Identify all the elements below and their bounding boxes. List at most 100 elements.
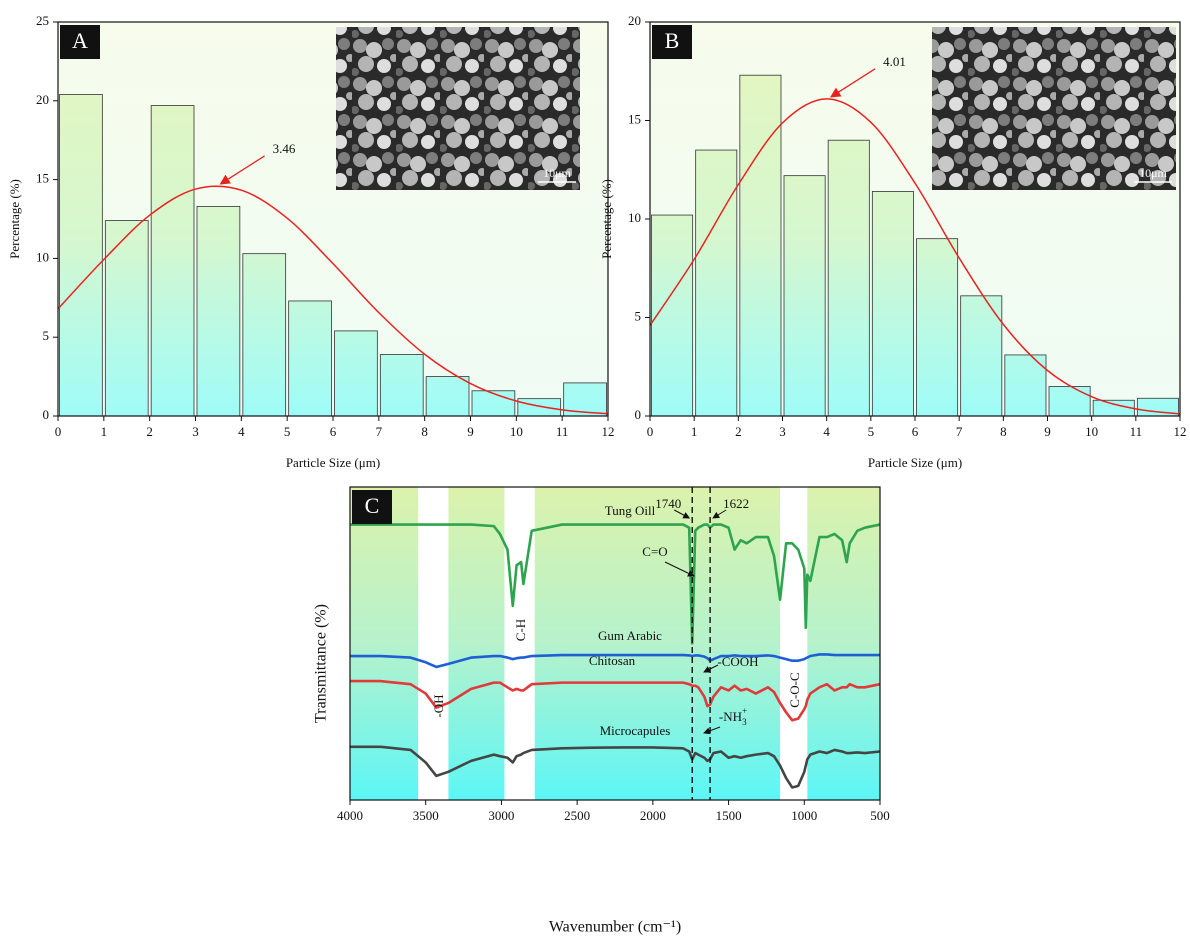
- x-tick-label: 0: [55, 424, 62, 439]
- panel-label: C: [365, 493, 380, 518]
- annotation: 3.46: [273, 141, 296, 156]
- scale-label: 10μm: [543, 166, 571, 180]
- y-axis-title: Percentage (%): [7, 179, 22, 259]
- panel-label-box: [652, 25, 692, 59]
- annotation-main: -NH: [719, 709, 742, 724]
- y-tick-label: 15: [36, 171, 49, 186]
- bar: [425, 376, 470, 417]
- x-tick-label: 4: [823, 424, 830, 439]
- x-tick-label: 2500: [564, 808, 590, 823]
- annotation-arrow: [664, 561, 695, 577]
- x-tick-label: 11: [1130, 424, 1143, 439]
- annotation: -NH+ 3: [719, 706, 747, 727]
- y-tick-label: 5: [43, 328, 50, 343]
- bar: [334, 330, 378, 417]
- x-tick-label: 2000: [640, 808, 666, 823]
- x-tick-label: 6: [912, 424, 919, 439]
- x-tick-label: 4: [238, 424, 245, 439]
- x-tick-label: 4000: [337, 808, 363, 823]
- plot-frame: [349, 486, 881, 801]
- bar: [651, 214, 694, 417]
- annotation: 4.01: [883, 54, 906, 69]
- sem-inset: [336, 27, 580, 190]
- annotation-arrow: [703, 664, 719, 673]
- series-label: Chitosan: [589, 653, 636, 668]
- bar: [695, 149, 738, 417]
- x-tick-label: 11: [556, 424, 569, 439]
- x-tick-label: 2: [735, 424, 742, 439]
- x-tick-label: 3: [192, 424, 199, 439]
- x-tick-label: 1: [691, 424, 698, 439]
- x-tick-label: 3500: [413, 808, 439, 823]
- bar: [1092, 399, 1135, 417]
- fit-curve: [57, 185, 609, 415]
- bar: [471, 390, 516, 417]
- bar: [288, 300, 332, 417]
- bar: [1004, 354, 1047, 417]
- bar: [379, 354, 424, 417]
- annotation: C-O-C: [787, 672, 802, 707]
- bar: [1048, 386, 1091, 417]
- sem-inset: [932, 27, 1176, 190]
- bar: [59, 94, 103, 417]
- bar: [916, 238, 959, 417]
- annotation: C-H: [513, 619, 528, 641]
- bar: [783, 175, 826, 417]
- bar: [871, 191, 914, 417]
- x-tick-label: 10: [510, 424, 523, 439]
- reference-arrow: [673, 509, 691, 519]
- x-axis-title: Wavenumber (cm⁻¹): [549, 919, 681, 936]
- x-axis-title: Particle Size (μm): [868, 455, 962, 470]
- x-tick-label: 6: [330, 424, 337, 439]
- y-tick-label: 0: [43, 407, 50, 422]
- y-tick-label: 20: [628, 13, 641, 28]
- x-axis-title: Particle Size (μm): [286, 455, 380, 470]
- y-tick-label: 0: [635, 407, 642, 422]
- x-tick-label: 7: [956, 424, 963, 439]
- x-tick-label: 12: [1174, 424, 1187, 439]
- annotation-arrow: [830, 68, 876, 98]
- x-tick-label: 8: [1000, 424, 1007, 439]
- annotation: -OH: [431, 694, 446, 717]
- annotation-sub: 3: [742, 717, 747, 727]
- x-tick-label: 1500: [716, 808, 742, 823]
- y-tick-label: 10: [36, 249, 49, 264]
- bar: [517, 398, 562, 417]
- x-tick-label: 5: [868, 424, 875, 439]
- x-tick-label: 500: [870, 808, 890, 823]
- annotation-arrow: [219, 155, 265, 185]
- annotation: C=O: [642, 544, 667, 559]
- x-tick-label: 3000: [488, 808, 514, 823]
- bar: [150, 105, 195, 417]
- panel-label-box: [60, 25, 100, 59]
- x-tick-label: 10: [1085, 424, 1098, 439]
- y-axis-title: Transmittance (%): [313, 604, 330, 723]
- panel-label-box: [352, 490, 392, 524]
- y-tick-label: 15: [628, 111, 641, 126]
- y-tick-label: 25: [36, 13, 49, 28]
- y-tick-label: 5: [635, 308, 642, 323]
- bar: [739, 74, 782, 417]
- y-axis-title: Percentage (%): [599, 179, 614, 259]
- bar: [827, 139, 870, 417]
- reference-label: 1740: [655, 496, 681, 511]
- x-tick-label: 12: [602, 424, 615, 439]
- y-tick-label: 20: [36, 92, 49, 107]
- reference-arrow: [712, 509, 727, 519]
- panel-label: A: [72, 28, 88, 53]
- x-tick-label: 2: [146, 424, 153, 439]
- annotation-sup: +: [742, 706, 747, 716]
- spectrum: [350, 679, 881, 722]
- panel-label: B: [665, 28, 680, 53]
- reference-label: 1622: [723, 496, 749, 511]
- x-tick-label: 0: [647, 424, 654, 439]
- annotation: -COOH: [717, 654, 758, 669]
- bar: [104, 220, 149, 417]
- band: [418, 487, 449, 800]
- bar: [960, 295, 1003, 417]
- bar: [196, 205, 241, 417]
- x-tick-label: 3: [779, 424, 786, 439]
- scale-label: 10μm: [1139, 166, 1167, 180]
- x-tick-label: 5: [284, 424, 291, 439]
